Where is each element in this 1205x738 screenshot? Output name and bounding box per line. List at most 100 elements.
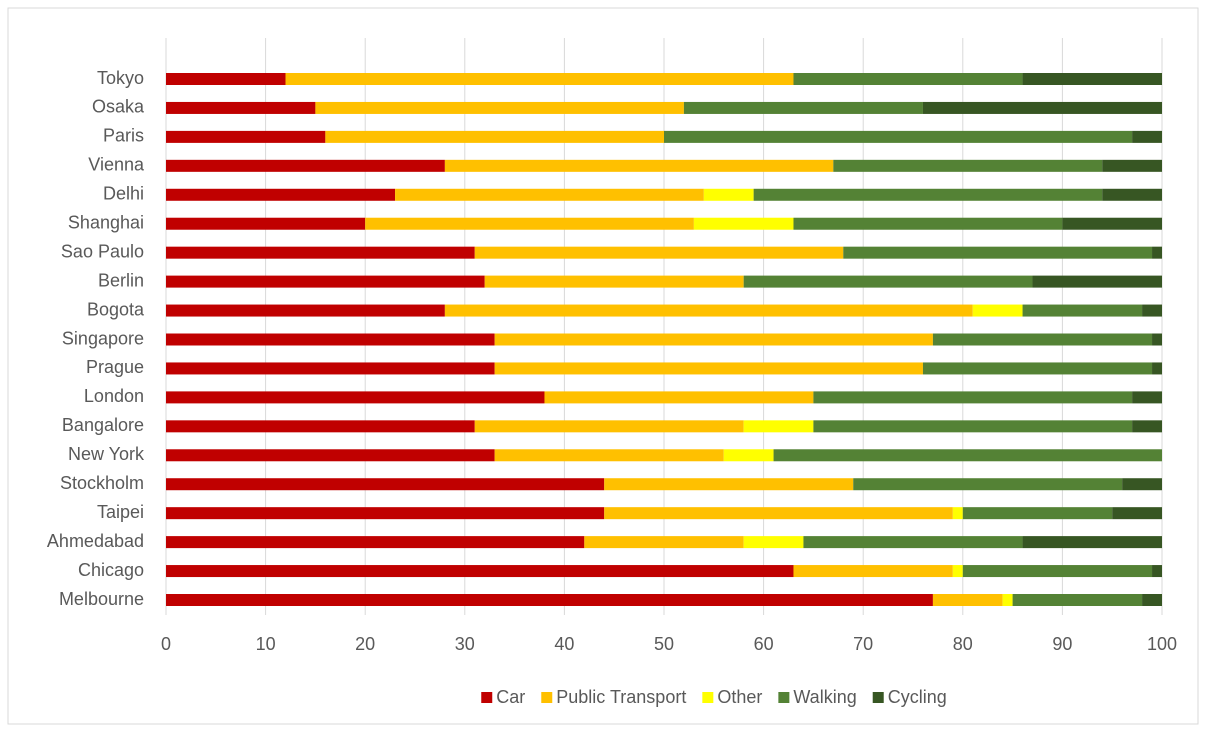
bar-segment <box>1132 130 1162 143</box>
bar-segment <box>693 217 794 230</box>
bar-segment <box>166 507 605 520</box>
bar-segment <box>1102 159 1162 172</box>
bar-segment <box>743 420 814 433</box>
bar-segment <box>1152 362 1162 375</box>
bar-segment <box>166 449 495 462</box>
bar-segment <box>166 478 605 491</box>
y-tick-label: Tokyo <box>97 68 144 88</box>
bar-segment <box>1142 304 1162 317</box>
legend-label: Other <box>717 687 762 707</box>
y-tick-label: Sao Paulo <box>61 241 144 261</box>
bar-segment <box>833 159 1103 172</box>
bar-segment <box>703 188 754 201</box>
x-tick-label: 0 <box>161 634 171 654</box>
bar-segment <box>1022 536 1162 549</box>
x-tick-label: 30 <box>455 634 475 654</box>
bar-segment <box>444 304 973 317</box>
bar-segment <box>793 73 1023 85</box>
y-tick-label: Singapore <box>62 328 144 348</box>
bar-segment <box>166 188 396 201</box>
bar-segment <box>166 333 495 346</box>
bar-segment <box>1152 565 1162 578</box>
legend-label: Cycling <box>888 687 947 707</box>
x-tick-label: 90 <box>1052 634 1072 654</box>
bar-segment <box>494 449 724 462</box>
bar-segment <box>853 478 1123 491</box>
y-tick-label: Berlin <box>98 270 144 290</box>
bar-segment <box>922 101 1162 114</box>
x-tick-label: 20 <box>355 634 375 654</box>
x-tick-label: 70 <box>853 634 873 654</box>
y-tick-label: Delhi <box>103 184 144 204</box>
x-tick-label: 40 <box>554 634 574 654</box>
bar-segment <box>285 73 794 85</box>
y-tick-label: Shanghai <box>68 212 144 232</box>
bar-segment <box>166 73 286 85</box>
bar-segment <box>484 275 744 288</box>
bar-segment <box>166 304 445 317</box>
bar-segment <box>166 101 316 114</box>
bar-segment <box>1012 594 1143 606</box>
x-tick-label: 80 <box>953 634 973 654</box>
x-tick-label: 50 <box>654 634 674 654</box>
bar-segment <box>1122 478 1162 491</box>
bar-segment <box>315 101 684 114</box>
y-tick-label: Melbourne <box>59 589 144 609</box>
legend-label: Public Transport <box>556 687 686 707</box>
bar-segment <box>683 101 923 114</box>
bar-segment <box>166 420 475 433</box>
y-tick-label: Prague <box>86 357 144 377</box>
bar-segment <box>604 478 854 491</box>
y-tick-label: London <box>84 386 144 406</box>
bar-segment <box>166 159 445 172</box>
bar-segment <box>166 536 585 549</box>
bar-segment <box>1142 594 1162 606</box>
legend-label: Walking <box>793 687 856 707</box>
legend-swatch <box>702 692 714 703</box>
bar-segment <box>843 246 1153 259</box>
bar-segment <box>972 304 1023 317</box>
bar-segment <box>365 217 694 230</box>
y-tick-label: Vienna <box>88 155 145 175</box>
legend-label: Car <box>496 687 525 707</box>
bar-segment <box>166 217 366 230</box>
bar-segment <box>743 275 1033 288</box>
bar-segment <box>952 565 963 578</box>
bar-segment <box>1152 333 1162 346</box>
bar-segment <box>922 362 1153 375</box>
legend-swatch <box>481 692 493 703</box>
y-tick-label: Paris <box>103 126 144 146</box>
y-tick-label: New York <box>68 444 145 464</box>
bar-segment <box>1132 420 1162 433</box>
y-tick-label: Taipei <box>97 502 144 522</box>
bar-segment <box>166 246 475 259</box>
bar-segment <box>664 130 1133 143</box>
y-tick-label: Chicago <box>78 560 144 580</box>
bar-segment <box>395 188 704 201</box>
legend-swatch <box>541 692 553 703</box>
bar-segment <box>932 333 1153 346</box>
bar-segment <box>166 565 794 578</box>
y-tick-label: Ahmedabad <box>47 531 144 551</box>
bar-segment <box>743 536 804 549</box>
bar-segment <box>813 420 1133 433</box>
bar-segment <box>773 449 1162 462</box>
bar-segment <box>1112 507 1162 520</box>
bar-segment <box>932 594 1003 606</box>
bar-segment <box>793 565 953 578</box>
y-tick-label: Osaka <box>92 97 145 117</box>
bar-segment <box>474 246 844 259</box>
x-tick-label: 60 <box>754 634 774 654</box>
bar-segment <box>1032 275 1162 288</box>
bar-segment <box>544 391 814 404</box>
bar-segment <box>1022 304 1143 317</box>
legend-swatch <box>872 692 884 703</box>
bar-segment <box>1022 73 1162 85</box>
bar-segment <box>723 449 774 462</box>
bar-segment <box>1132 391 1162 404</box>
bar-segment <box>1002 594 1013 606</box>
x-tick-label: 10 <box>256 634 276 654</box>
x-tick-label: 100 <box>1147 634 1177 654</box>
bar-segment <box>1152 246 1162 259</box>
